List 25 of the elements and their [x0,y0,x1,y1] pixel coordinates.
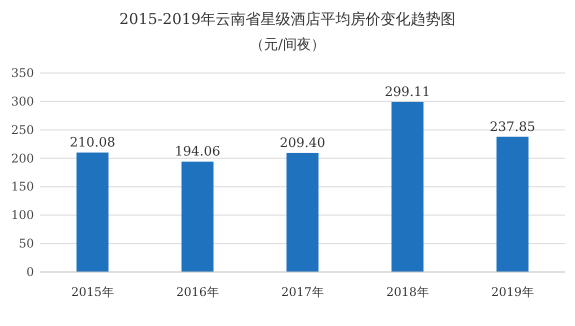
data-label: 237.85 [490,120,536,135]
chart-title: 2015-2019年云南省星级酒店平均房价变化趋势图 [119,10,456,28]
y-tick-label: 100 [11,208,34,222]
bar [496,136,528,272]
bar [76,152,108,272]
bar [286,152,318,272]
data-label: 194.06 [174,144,220,160]
y-tick-label: 150 [11,180,34,194]
x-tick-label: 2018年 [386,285,429,299]
y-tick-label: 200 [11,151,34,166]
x-tick-label: 2015年 [71,285,114,299]
bar [182,162,214,272]
y-tick-label: 50 [18,236,34,251]
data-label: 299.11 [384,84,430,100]
data-label: 209.40 [280,136,326,151]
bar [392,102,424,272]
chart-subtitle: （元/间夜） [250,37,325,53]
x-tick-label: 2016年 [176,285,219,299]
y-tick-label: 0 [26,265,34,279]
y-tick-label: 250 [11,122,34,137]
x-tick-label: 2019年 [491,285,534,299]
x-tick-label: 2017年 [281,285,324,299]
data-label: 210.08 [70,136,116,151]
y-tick-label: 350 [11,66,34,80]
y-tick-label: 300 [11,94,34,108]
